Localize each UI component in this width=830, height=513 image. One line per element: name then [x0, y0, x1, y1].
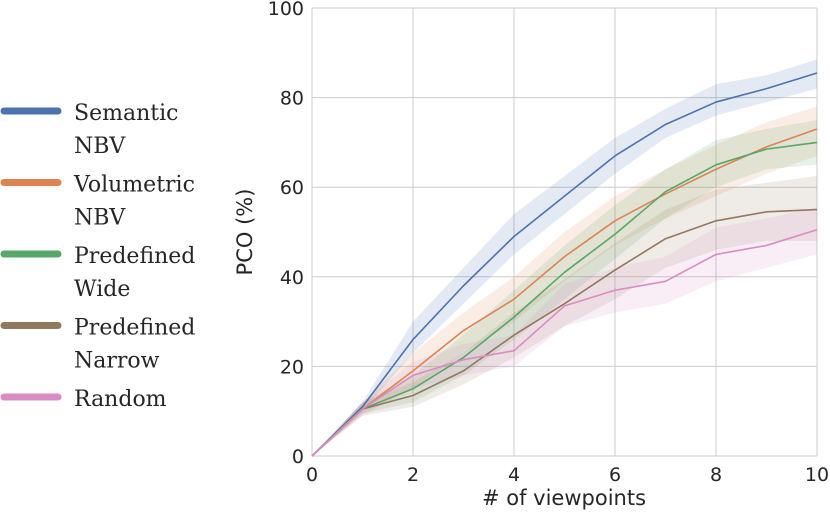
x-tick-label-3: 6 — [609, 464, 621, 486]
line-series-1 — [311, 128, 818, 457]
legend-label-3-1: Narrow — [74, 349, 160, 374]
y-tick-label-2: 40 — [280, 267, 304, 289]
x-tick-label-2: 4 — [508, 464, 520, 486]
line-series-4 — [311, 228, 818, 457]
y-tick-label-5: 100 — [268, 0, 304, 20]
x-tick-label-5: 10 — [805, 464, 829, 486]
band-series-4 — [312, 207, 817, 456]
legend-label-2-1: Wide — [74, 277, 130, 302]
legend-label-0-1: NBV — [74, 134, 126, 159]
y-tick-label-4: 80 — [280, 88, 304, 110]
plot-area — [312, 8, 817, 456]
band-series-0 — [312, 59, 817, 457]
legend-label-0-0: Semantic — [74, 101, 178, 126]
band-series-1 — [312, 106, 817, 456]
legend: Semantic NBV Volumetric NBV Predefined Wide Pr… — [0, 101, 195, 412]
legend-label-3-0: Predefined — [74, 316, 195, 341]
legend-label-1-0: Volumetric — [73, 173, 195, 198]
x-tick-label-0: 0 — [306, 464, 318, 486]
legend-label-2-0: Predefined — [74, 244, 195, 269]
x-tick-label-4: 8 — [710, 464, 722, 486]
y-axis-label: PCO (%) — [233, 189, 257, 276]
line-series-0 — [311, 72, 818, 457]
line-series-2 — [311, 141, 818, 457]
y-tick-label-0: 0 — [292, 446, 304, 468]
confidence-bands — [312, 59, 817, 457]
line-series-3 — [311, 208, 818, 457]
y-tick-label-1: 20 — [280, 356, 304, 378]
x-axis-label: # of viewpoints — [482, 486, 646, 510]
series-lines — [311, 72, 818, 457]
legend-label-4-0: Random — [74, 387, 167, 412]
y-tick-label-3: 60 — [280, 177, 304, 199]
legend-label-1-1: NBV — [74, 206, 126, 231]
band-series-3 — [312, 176, 817, 456]
x-tick-label-1: 2 — [407, 464, 419, 486]
band-series-2 — [312, 120, 817, 456]
